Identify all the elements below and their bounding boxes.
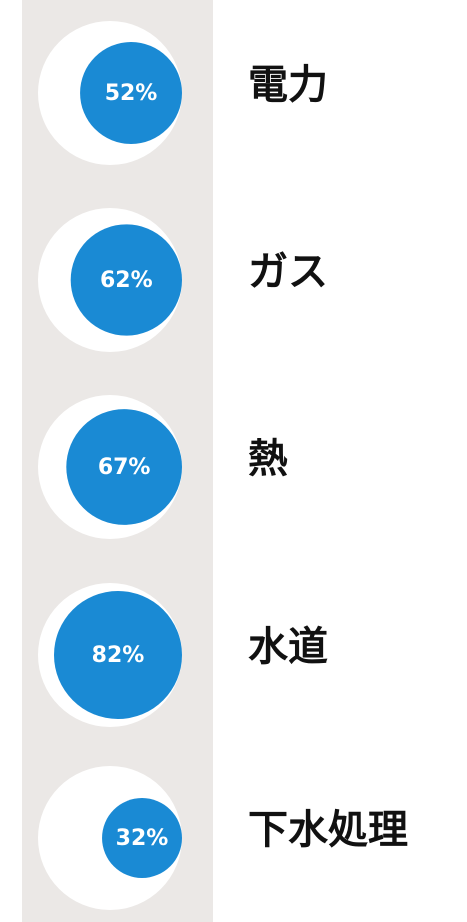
category-label: 電力 (248, 62, 328, 108)
category-label: 下水処理 (248, 807, 408, 853)
bubble (66, 409, 182, 525)
bubble (80, 42, 182, 144)
category-label: 水道 (248, 624, 328, 670)
value-label: 62% (100, 268, 153, 293)
category-label: 熱 (248, 436, 288, 482)
bubble (54, 591, 182, 719)
value-label: 67% (98, 455, 151, 480)
bubble (102, 798, 182, 878)
value-label: 52% (105, 81, 158, 106)
bubble (70, 224, 182, 336)
value-label: 32% (116, 826, 169, 851)
category-label: ガス (248, 249, 328, 295)
value-label: 82% (92, 643, 145, 668)
